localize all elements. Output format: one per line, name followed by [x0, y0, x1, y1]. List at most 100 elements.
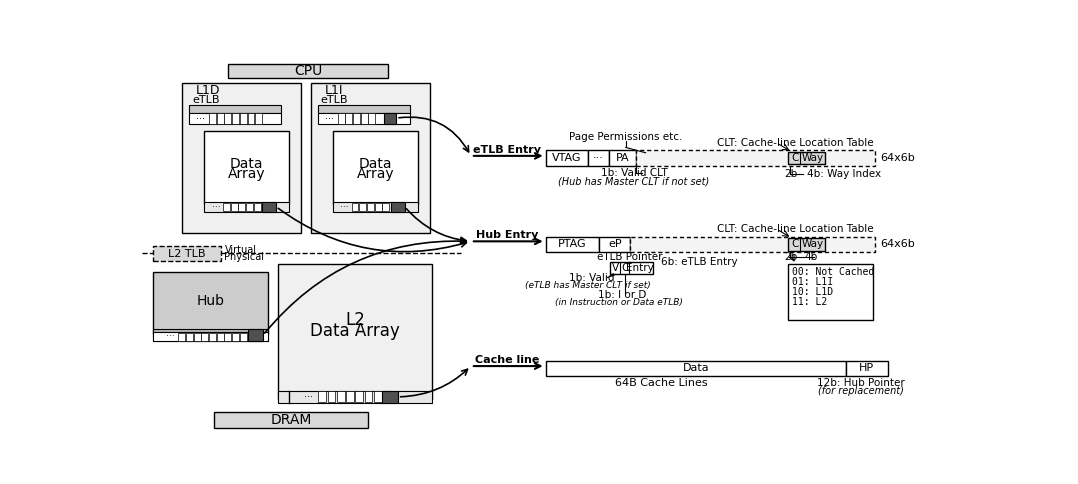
Bar	[328, 392, 335, 402]
Bar	[390, 202, 404, 212]
Text: 2b: 2b	[784, 168, 797, 179]
Text: 4b: 4b	[804, 252, 817, 262]
Text: C: C	[621, 263, 628, 273]
Bar	[278, 264, 432, 399]
Text: Entry: Entry	[625, 263, 653, 273]
Bar	[374, 392, 382, 402]
Bar	[205, 131, 289, 204]
Bar	[153, 272, 268, 334]
Text: ···: ···	[166, 333, 175, 341]
Bar	[232, 113, 239, 124]
Text: ···: ···	[196, 114, 205, 124]
Bar	[545, 237, 599, 252]
Bar	[186, 333, 193, 341]
Bar	[788, 238, 825, 251]
Text: L1I: L1I	[324, 84, 343, 97]
Bar	[240, 333, 247, 341]
Bar	[232, 333, 239, 341]
Bar	[189, 105, 281, 113]
Bar	[229, 64, 388, 78]
Text: 01: L1I: 01: L1I	[792, 277, 833, 287]
Text: C: C	[791, 240, 799, 249]
Bar	[545, 361, 846, 376]
Text: Data Array: Data Array	[310, 322, 400, 340]
Bar	[278, 391, 432, 403]
Bar	[369, 113, 375, 124]
Text: Array: Array	[357, 167, 395, 182]
Bar	[545, 151, 588, 166]
Text: 1b: Valid: 1b: Valid	[569, 272, 614, 283]
Text: Array: Array	[227, 167, 265, 182]
Text: PA: PA	[616, 153, 630, 163]
Bar	[318, 113, 410, 124]
Bar	[238, 203, 246, 212]
Text: C: C	[791, 153, 799, 163]
Text: eTLB Pointer: eTLB Pointer	[597, 252, 663, 262]
Text: ···: ···	[341, 203, 349, 212]
Bar	[224, 113, 232, 124]
Text: Physical: Physical	[224, 252, 264, 262]
Text: Way: Way	[802, 153, 824, 163]
Bar	[333, 131, 418, 204]
Text: eTLB Entry: eTLB Entry	[473, 146, 541, 155]
Bar	[194, 333, 201, 341]
Text: DRAM: DRAM	[271, 413, 313, 427]
Bar	[383, 203, 389, 212]
Bar	[359, 203, 367, 212]
Text: L2: L2	[345, 311, 365, 329]
Text: 64x6b: 64x6b	[881, 240, 915, 249]
Text: CLT: Cache-line Location Table: CLT: Cache-line Location Table	[718, 138, 874, 148]
Bar	[182, 83, 302, 233]
Bar	[367, 203, 374, 212]
Text: 1b: Valid CLT: 1b: Valid CLT	[600, 168, 667, 178]
Bar	[310, 83, 430, 233]
Text: (eTLB has Master CLT if set): (eTLB has Master CLT if set)	[525, 281, 651, 290]
Text: CLT: Cache-line Location Table: CLT: Cache-line Location Table	[718, 224, 874, 234]
Text: (in Instruction or Data eTLB): (in Instruction or Data eTLB)	[555, 299, 682, 307]
Text: CPU: CPU	[294, 64, 322, 78]
Text: PTAG: PTAG	[558, 240, 586, 249]
Bar	[153, 329, 268, 341]
Text: Data: Data	[359, 157, 392, 171]
Text: Way: Way	[802, 240, 824, 249]
Bar	[846, 361, 888, 376]
Bar	[215, 412, 369, 428]
Text: Page Permissions etc.: Page Permissions etc.	[569, 133, 682, 142]
Text: Data: Data	[682, 363, 709, 373]
Bar	[209, 113, 216, 124]
Text: 10: L1D: 10: L1D	[792, 287, 833, 297]
Bar	[318, 392, 327, 402]
Bar	[217, 113, 224, 124]
Bar	[205, 202, 289, 212]
Bar	[262, 202, 276, 212]
Bar	[248, 113, 254, 124]
Bar	[217, 333, 224, 341]
Text: Hub: Hub	[196, 294, 224, 308]
Bar	[246, 203, 253, 212]
Text: eTLB: eTLB	[192, 95, 220, 106]
Text: Data: Data	[230, 157, 263, 171]
Bar	[788, 264, 873, 320]
Bar	[361, 113, 368, 124]
Text: Cache line: Cache line	[474, 355, 539, 365]
Text: 11: L2: 11: L2	[792, 297, 827, 307]
Bar	[384, 113, 397, 124]
Text: Virtual: Virtual	[224, 245, 257, 255]
Bar	[354, 113, 360, 124]
Text: eP: eP	[608, 240, 622, 249]
Bar	[189, 113, 281, 124]
Bar	[240, 113, 247, 124]
Text: 64B Cache Lines: 64B Cache Lines	[614, 378, 707, 388]
Text: HP: HP	[859, 363, 874, 373]
Bar	[223, 203, 230, 212]
Bar	[231, 203, 237, 212]
Text: L1D: L1D	[196, 84, 221, 97]
Bar	[345, 113, 353, 124]
Bar	[248, 329, 263, 341]
Bar	[153, 246, 221, 261]
Text: ···: ···	[211, 203, 220, 212]
Bar	[153, 332, 268, 341]
Bar	[224, 333, 232, 341]
Bar	[253, 203, 261, 212]
Bar	[209, 333, 216, 341]
